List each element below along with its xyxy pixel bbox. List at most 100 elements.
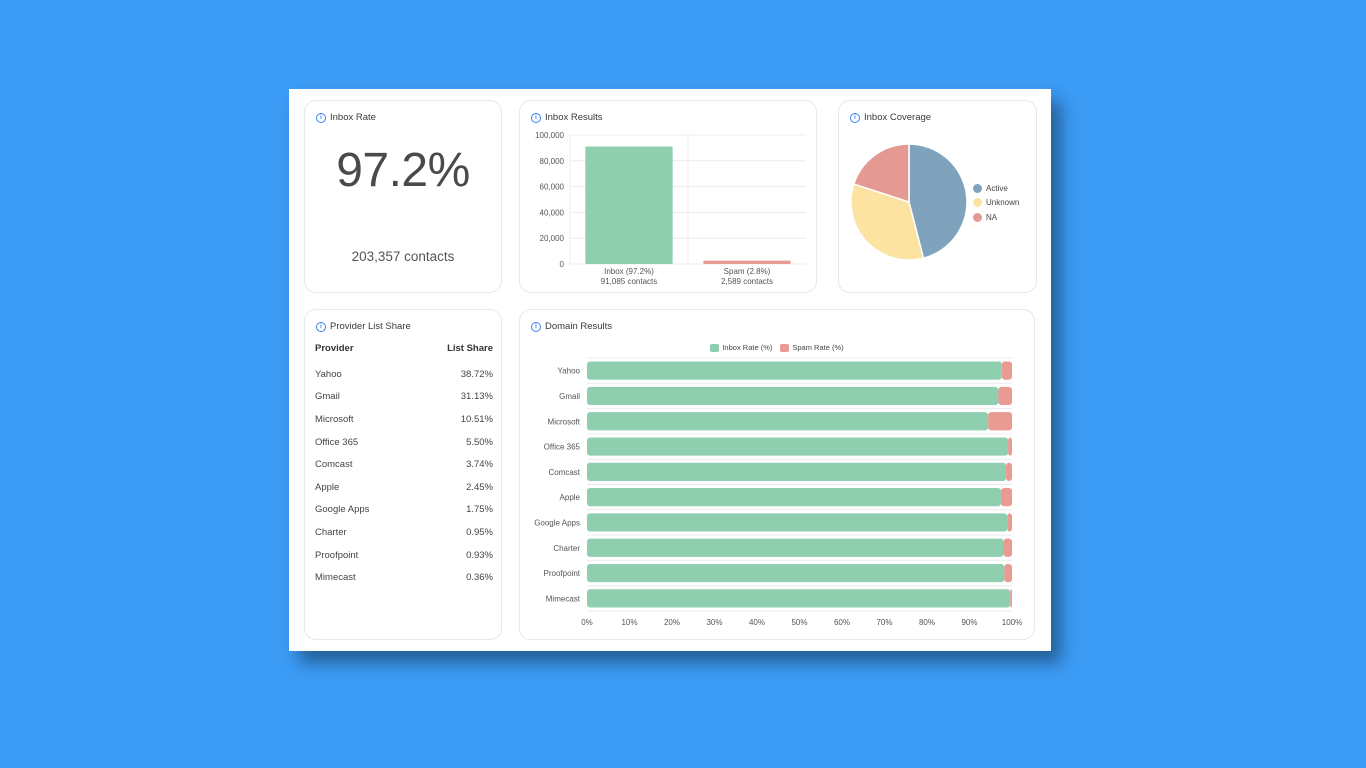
provider-share-value: 31.13% <box>460 391 493 403</box>
x-tick-label: Inbox (97.2%) <box>604 267 654 276</box>
inbox-coverage-pie <box>850 143 968 261</box>
y-tick-label: Yahoo <box>557 367 580 376</box>
inbox-rate-bar[interactable] <box>587 488 1001 507</box>
y-tick-label: Mimecast <box>546 594 581 603</box>
y-tick-label: Office 365 <box>544 443 581 452</box>
domain-results-title: i Domain Results <box>531 321 612 332</box>
spam-rate-bar[interactable] <box>1010 589 1012 608</box>
info-icon[interactable]: i <box>531 112 541 123</box>
y-tick-label: Charter <box>553 544 580 553</box>
inbox-rate-bar[interactable] <box>587 538 1004 557</box>
inbox-rate-bar[interactable] <box>587 513 1008 532</box>
provider-share-value: 0.93% <box>466 549 493 561</box>
provider-name: Proofpoint <box>315 549 359 561</box>
legend-swatch <box>973 198 982 208</box>
pie-legend-item[interactable]: Unknown <box>973 196 1019 211</box>
spam-rate-bar[interactable] <box>998 386 1012 406</box>
provider-share-value: 0.95% <box>466 526 493 538</box>
provider-share-table: Provider List Share Yahoo 38.72% Gmail 31.1… <box>315 343 493 589</box>
domain-results-card: i Domain Results Inbox Rate (%) Spam Rate… <box>519 309 1035 640</box>
dashboard-sheet: i Inbox Rate 97.2% 203,357 contacts i In… <box>289 89 1051 651</box>
table-row: Mimecast 0.36% <box>315 566 493 589</box>
info-icon[interactable]: i <box>531 321 541 332</box>
provider-share-value: 3.74% <box>466 459 493 471</box>
y-tick-label: 20,000 <box>540 234 565 243</box>
inbox-coverage-card: i Inbox Coverage Active Unknown NA <box>838 100 1037 293</box>
column-header-provider[interactable]: Provider <box>315 343 354 354</box>
bar-spam[interactable] <box>703 260 791 264</box>
spam-rate-bar[interactable] <box>1008 437 1012 456</box>
spam-rate-bar[interactable] <box>1004 563 1012 583</box>
spam-rate-bar[interactable] <box>988 412 1012 431</box>
x-tick-label: 70% <box>876 618 892 627</box>
pie-slice-na[interactable] <box>852 143 910 204</box>
inbox-rate-bar[interactable] <box>587 589 1011 608</box>
inbox-rate-title-text: Inbox Rate <box>330 112 376 123</box>
legend-label: NA <box>986 212 998 222</box>
spam-rate-bar[interactable] <box>1003 538 1013 557</box>
provider-share-title-text: Provider List Share <box>330 321 411 332</box>
provider-name: Gmail <box>315 391 340 403</box>
legend-label: Spam Rate (%) <box>792 343 844 352</box>
table-header-row: Provider List Share <box>315 343 493 363</box>
inbox-results-title-text: Inbox Results <box>545 112 603 123</box>
inbox-rate-bar[interactable] <box>587 437 1009 456</box>
spam-rate-bar[interactable] <box>1007 513 1012 532</box>
pie-slice-active[interactable] <box>908 143 968 260</box>
provider-share-card: i Provider List Share Provider List Shar… <box>304 309 502 640</box>
x-tick-label: 0% <box>581 618 593 627</box>
y-tick-label: Gmail <box>559 392 580 401</box>
provider-share-value: 0.36% <box>466 572 493 584</box>
x-tick-label: 30% <box>706 618 722 627</box>
provider-name: Google Apps <box>315 504 370 516</box>
column-header-list-share[interactable]: List Share <box>447 343 493 354</box>
inbox-rate-bar[interactable] <box>587 361 1002 380</box>
domain-results-chart: 0% 10% 20% 30% 40% 50% 60% 70% 80% 90% 100% Yahoo Gm… <box>534 357 1022 627</box>
inbox-rate-contacts: 203,357 contacts <box>351 249 455 264</box>
legend-swatch <box>710 343 720 352</box>
provider-name: Mimecast <box>315 572 356 584</box>
x-tick-label: 40% <box>749 618 765 627</box>
y-tick-label: Apple <box>560 493 581 502</box>
y-tick-label: 60,000 <box>540 183 565 192</box>
inbox-coverage-title: i Inbox Coverage <box>850 112 931 123</box>
pie-legend-item[interactable]: Active <box>973 181 1019 196</box>
inbox-rate-title: i Inbox Rate <box>316 112 376 123</box>
pie-slice-unknown[interactable] <box>850 183 925 261</box>
inbox-results-chart: 100,000 80,000 60,000 40,000 20,000 0 Inbox (9… <box>535 131 806 286</box>
info-icon[interactable]: i <box>316 112 326 123</box>
legend-swatch <box>973 183 982 193</box>
legend-swatch <box>780 343 790 352</box>
inbox-coverage-title-text: Inbox Coverage <box>864 112 932 123</box>
y-tick-label: 80,000 <box>540 157 565 166</box>
legend-label: Inbox Rate (%) <box>722 343 773 352</box>
y-tick-label: 100,000 <box>535 131 564 140</box>
inbox-rate-bar[interactable] <box>587 386 999 406</box>
pie-legend-item[interactable]: NA <box>973 210 1019 225</box>
info-icon[interactable]: i <box>316 321 326 332</box>
table-row: Office 365 5.50% <box>315 431 493 454</box>
provider-share-value: 2.45% <box>466 481 493 493</box>
info-icon[interactable]: i <box>850 112 860 123</box>
provider-name: Comcast <box>315 459 353 471</box>
domain-results-title-text: Domain Results <box>545 321 613 332</box>
spam-rate-bar[interactable] <box>1006 462 1012 481</box>
spam-rate-bar[interactable] <box>1001 361 1012 380</box>
y-tick-label: 40,000 <box>540 208 565 217</box>
y-tick-label: Proofpoint <box>544 569 581 578</box>
x-tick-label: 90% <box>961 618 977 627</box>
inbox-rate-value: 97.2% <box>336 144 470 197</box>
spam-rate-bar[interactable] <box>1000 488 1012 507</box>
provider-share-value: 5.50% <box>466 436 493 448</box>
inbox-rate-bar[interactable] <box>587 412 989 431</box>
y-tick-label: 0 <box>560 260 565 269</box>
legend-item[interactable]: Inbox Rate (%) <box>710 343 772 352</box>
inbox-rate-bar[interactable] <box>587 462 1007 481</box>
inbox-rate-bar[interactable] <box>587 563 1005 583</box>
y-tick-label: Comcast <box>548 468 580 477</box>
bar-inbox[interactable] <box>585 146 673 264</box>
table-row: Yahoo 38.72% <box>315 363 493 386</box>
provider-name: Apple <box>315 481 340 493</box>
legend-item[interactable]: Spam Rate (%) <box>780 343 844 352</box>
provider-name: Office 365 <box>315 436 359 448</box>
